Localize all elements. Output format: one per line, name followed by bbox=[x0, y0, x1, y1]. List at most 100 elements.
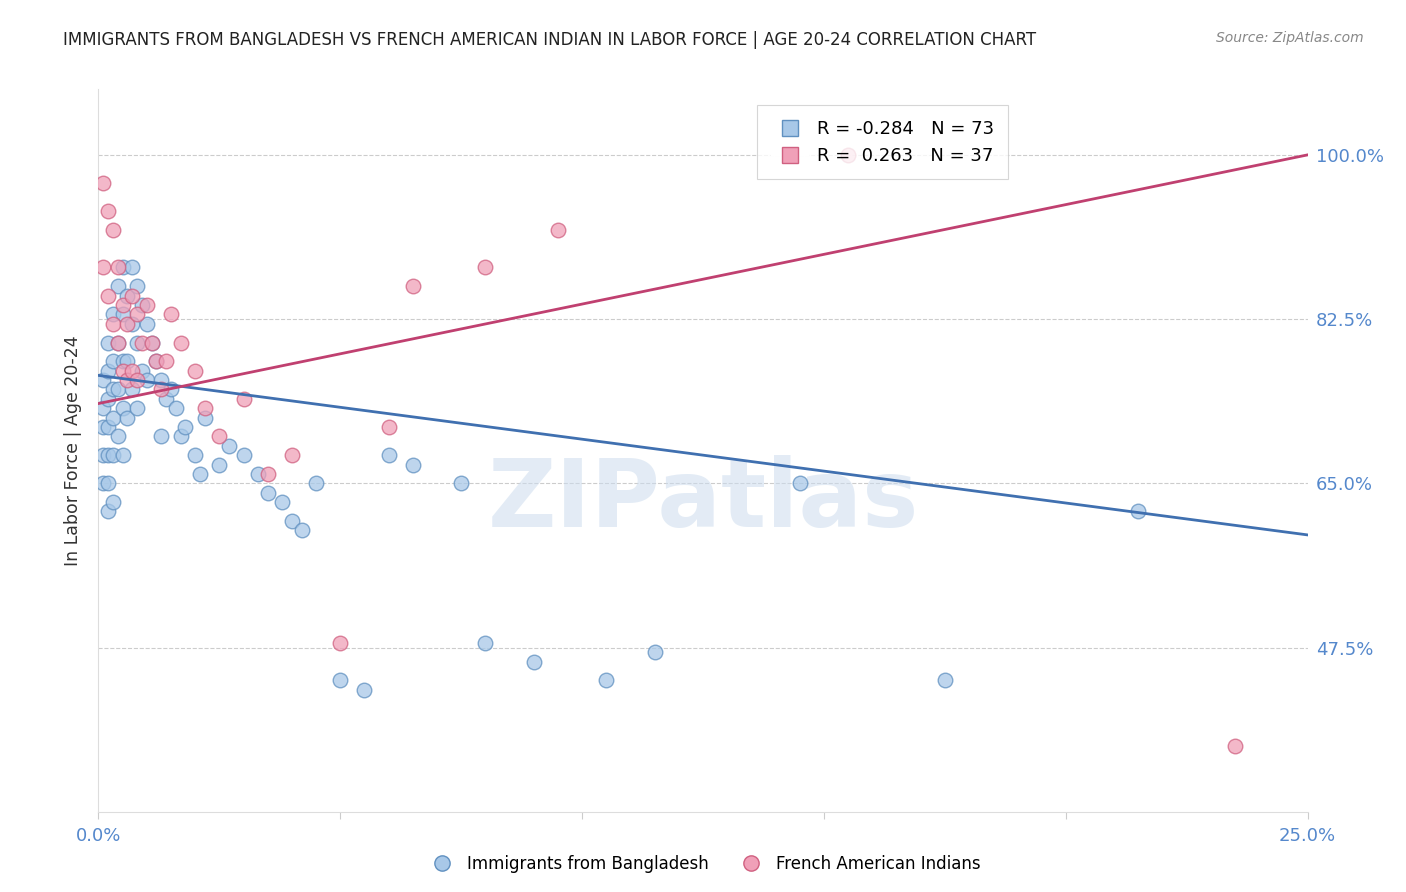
Point bbox=[101, 383, 124, 397]
Point bbox=[101, 354, 124, 368]
Point bbox=[145, 354, 167, 368]
Point bbox=[131, 364, 153, 378]
Point bbox=[789, 476, 811, 491]
Point bbox=[111, 298, 134, 312]
Point bbox=[184, 448, 207, 462]
Point bbox=[121, 383, 143, 397]
Point bbox=[91, 176, 114, 190]
Point bbox=[165, 401, 187, 416]
Point bbox=[194, 401, 217, 416]
Point bbox=[121, 260, 143, 275]
Point bbox=[169, 429, 191, 443]
Point bbox=[329, 636, 352, 650]
Point bbox=[547, 223, 569, 237]
Point bbox=[247, 467, 270, 481]
Point bbox=[91, 373, 114, 387]
Point bbox=[208, 429, 231, 443]
Point bbox=[121, 317, 143, 331]
Point bbox=[474, 260, 496, 275]
Point bbox=[155, 354, 177, 368]
Point bbox=[837, 148, 859, 162]
Point bbox=[474, 636, 496, 650]
Point bbox=[101, 448, 124, 462]
Point bbox=[107, 383, 129, 397]
Point bbox=[117, 288, 139, 302]
Point bbox=[107, 429, 129, 443]
Point bbox=[101, 223, 124, 237]
Point bbox=[111, 448, 134, 462]
Point bbox=[141, 335, 163, 350]
Point bbox=[97, 335, 120, 350]
Point bbox=[97, 448, 120, 462]
Point bbox=[107, 335, 129, 350]
Point bbox=[101, 410, 124, 425]
Text: IMMIGRANTS FROM BANGLADESH VS FRENCH AMERICAN INDIAN IN LABOR FORCE | AGE 20-24 : IMMIGRANTS FROM BANGLADESH VS FRENCH AME… bbox=[63, 31, 1036, 49]
Point bbox=[107, 279, 129, 293]
Point bbox=[97, 392, 120, 406]
Point bbox=[402, 279, 425, 293]
Point bbox=[281, 514, 304, 528]
Point bbox=[160, 383, 183, 397]
Point bbox=[97, 364, 120, 378]
Point bbox=[194, 410, 217, 425]
Point bbox=[595, 673, 617, 688]
Legend: Immigrants from Bangladesh, French American Indians: Immigrants from Bangladesh, French Ameri… bbox=[419, 848, 987, 880]
Point bbox=[145, 354, 167, 368]
Point bbox=[169, 335, 191, 350]
Point bbox=[135, 373, 157, 387]
Point bbox=[232, 448, 254, 462]
Point bbox=[101, 307, 124, 321]
Point bbox=[101, 495, 124, 509]
Point bbox=[91, 476, 114, 491]
Point bbox=[91, 260, 114, 275]
Point bbox=[107, 260, 129, 275]
Point bbox=[1223, 739, 1246, 753]
Point bbox=[353, 682, 375, 697]
Point bbox=[150, 429, 173, 443]
Point bbox=[402, 458, 425, 472]
Point bbox=[150, 383, 173, 397]
Point bbox=[107, 335, 129, 350]
Point bbox=[218, 439, 240, 453]
Point bbox=[271, 495, 294, 509]
Point bbox=[232, 392, 254, 406]
Point bbox=[101, 317, 124, 331]
Point bbox=[135, 317, 157, 331]
Point bbox=[256, 485, 278, 500]
Point bbox=[141, 335, 163, 350]
Point bbox=[188, 467, 211, 481]
Point bbox=[644, 645, 666, 659]
Point bbox=[111, 260, 134, 275]
Point bbox=[256, 467, 278, 481]
Point bbox=[91, 448, 114, 462]
Point bbox=[1128, 504, 1150, 518]
Legend: R = -0.284   N = 73, R =  0.263   N = 37: R = -0.284 N = 73, R = 0.263 N = 37 bbox=[758, 105, 1008, 179]
Point bbox=[290, 523, 312, 537]
Point bbox=[97, 476, 120, 491]
Text: ZIPatlas: ZIPatlas bbox=[488, 455, 918, 547]
Point bbox=[117, 354, 139, 368]
Point bbox=[208, 458, 231, 472]
Point bbox=[127, 307, 149, 321]
Point bbox=[934, 673, 956, 688]
Point bbox=[111, 401, 134, 416]
Point bbox=[121, 364, 143, 378]
Point bbox=[131, 298, 153, 312]
Point bbox=[131, 335, 153, 350]
Point bbox=[127, 373, 149, 387]
Point bbox=[150, 373, 173, 387]
Point bbox=[117, 317, 139, 331]
Point bbox=[329, 673, 352, 688]
Point bbox=[91, 401, 114, 416]
Point bbox=[184, 364, 207, 378]
Point bbox=[281, 448, 304, 462]
Point bbox=[97, 504, 120, 518]
Point bbox=[117, 373, 139, 387]
Point bbox=[97, 420, 120, 434]
Point bbox=[160, 307, 183, 321]
Point bbox=[174, 420, 197, 434]
Point bbox=[117, 410, 139, 425]
Point bbox=[135, 298, 157, 312]
Point bbox=[377, 420, 399, 434]
Point bbox=[111, 364, 134, 378]
